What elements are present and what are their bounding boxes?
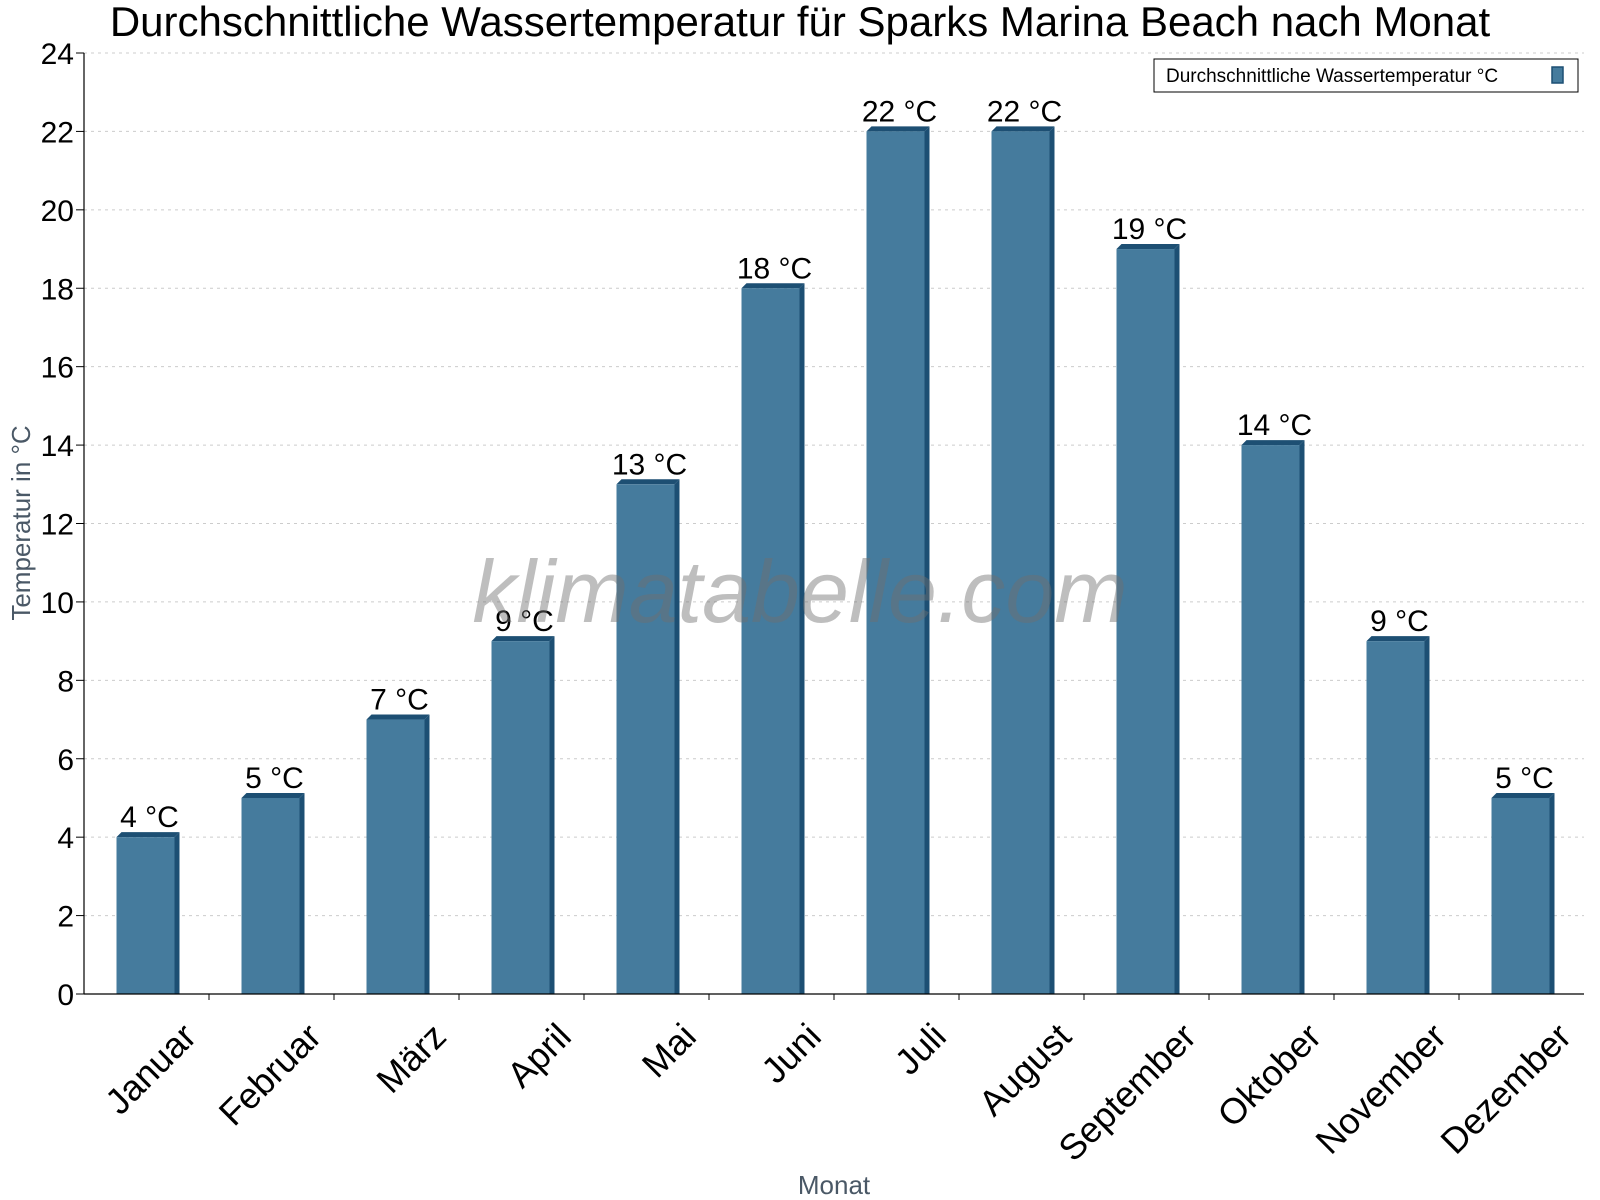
bar-data-label: 5 °C (245, 762, 304, 795)
bar-side (174, 832, 180, 994)
bar-face (491, 641, 550, 994)
bar-side (424, 714, 430, 994)
bar (866, 126, 930, 994)
y-tick-label: 0 (57, 979, 74, 1012)
y-tick-label: 16 (41, 352, 74, 385)
bar-data-label: 18 °C (737, 252, 812, 285)
x-tick-label: November (1307, 1015, 1453, 1161)
bar-face (366, 719, 425, 994)
bar (116, 832, 180, 994)
bar-top (116, 832, 180, 838)
bar-data-label: 22 °C (987, 95, 1062, 128)
legend: Durchschnittliche Wassertemperatur °C (1153, 58, 1579, 93)
x-tick-label: Januar (97, 1015, 204, 1122)
bar-top (866, 126, 930, 132)
bar-side (674, 479, 680, 995)
x-tick-label: Dezember (1432, 1015, 1578, 1161)
y-tick-label: 6 (57, 744, 74, 777)
bar-face (616, 484, 675, 994)
bar (1116, 244, 1180, 994)
bar (1491, 792, 1555, 994)
chart-title: Durchschnittliche Wassertemperatur für S… (110, 0, 1491, 45)
bar (991, 126, 1055, 994)
x-tick-label: Juni (753, 1015, 829, 1091)
x-tick-label: September (1050, 1015, 1204, 1169)
bar-face (1491, 797, 1550, 994)
y-tick-label: 4 (57, 822, 74, 855)
x-tick-label: Mai (634, 1015, 704, 1085)
bar (491, 636, 555, 994)
bar-top (1491, 792, 1555, 798)
bar-face (116, 837, 175, 994)
bar-top (1241, 440, 1305, 446)
y-tick-label: 24 (41, 38, 74, 71)
bar (1241, 440, 1305, 994)
bar-data-label: 19 °C (1112, 213, 1187, 246)
x-tick-label: April (499, 1015, 579, 1095)
watermark: klimatabelle.com (472, 542, 1127, 641)
y-tick-label: 2 (57, 901, 74, 934)
bar-side (1174, 244, 1180, 994)
x-tick-label: Oktober (1209, 1015, 1329, 1135)
x-tick-label: Februar (211, 1015, 329, 1133)
bar (616, 479, 680, 995)
x-tick-label: Juli (887, 1015, 954, 1082)
bar-face (991, 131, 1050, 994)
y-tick-label: 22 (41, 116, 74, 149)
y-tick-label: 8 (57, 665, 74, 698)
bar-face (1241, 445, 1300, 994)
bar-series (116, 126, 1555, 995)
x-tick-label: August (971, 1015, 1079, 1123)
legend-label: Durchschnittliche Wassertemperatur °C (1166, 66, 1498, 87)
bar-data-label: 7 °C (370, 684, 429, 717)
x-tick-label: März (368, 1015, 454, 1101)
bar-top (366, 714, 430, 720)
bar (366, 714, 430, 994)
bar (741, 283, 805, 994)
bar (1366, 636, 1430, 994)
bar-face (866, 131, 925, 994)
bar-data-label: 13 °C (612, 448, 687, 481)
bar-side (924, 126, 930, 994)
y-tick-label: 12 (41, 509, 74, 542)
legend-box (1153, 58, 1579, 93)
bar-side (549, 636, 555, 994)
grid-lines (84, 52, 1584, 917)
bar-data-label: 14 °C (1237, 409, 1312, 442)
bar-top (1116, 244, 1180, 250)
bar-top (991, 126, 1055, 132)
y-tick-label: 14 (41, 430, 74, 463)
bar-side (799, 283, 805, 994)
bar-side (1299, 440, 1305, 994)
bar-side (1424, 636, 1430, 994)
bar-side (1049, 126, 1055, 994)
bar-face (1116, 249, 1175, 994)
bar-top (616, 479, 680, 485)
y-tick-label: 18 (41, 273, 74, 306)
bar-data-label: 22 °C (862, 95, 937, 128)
bar-data-label: 5 °C (1495, 762, 1554, 795)
y-tick-label: 20 (41, 195, 74, 228)
bar-data-label: 9 °C (495, 605, 554, 638)
bar-face (241, 797, 300, 994)
bar (241, 792, 305, 994)
bar-top (1366, 636, 1430, 642)
bar-top (491, 636, 555, 642)
bar-data-label: 4 °C (120, 801, 179, 834)
bar-data-labels: 4 °C 5 °C 7 °C 9 °C 13 °C 18 °C 22 °C 22 °C 19 °… (120, 95, 1554, 834)
bar-side (299, 792, 305, 994)
bar-face (1366, 641, 1425, 994)
y-tick-label: 10 (41, 587, 74, 620)
x-axis-ticks: Januar Februar März April Mai Juni Juli AugustS… (97, 994, 1579, 1169)
bar-top (241, 792, 305, 798)
x-axis-title: Monat (798, 1170, 871, 1200)
bar-side (1549, 792, 1555, 994)
bar-top (741, 283, 805, 289)
bar-data-label: 9 °C (1370, 605, 1429, 638)
bar-face (741, 288, 800, 994)
y-axis-title: Temperatur in °C (6, 425, 36, 620)
legend-swatch (1551, 66, 1564, 84)
